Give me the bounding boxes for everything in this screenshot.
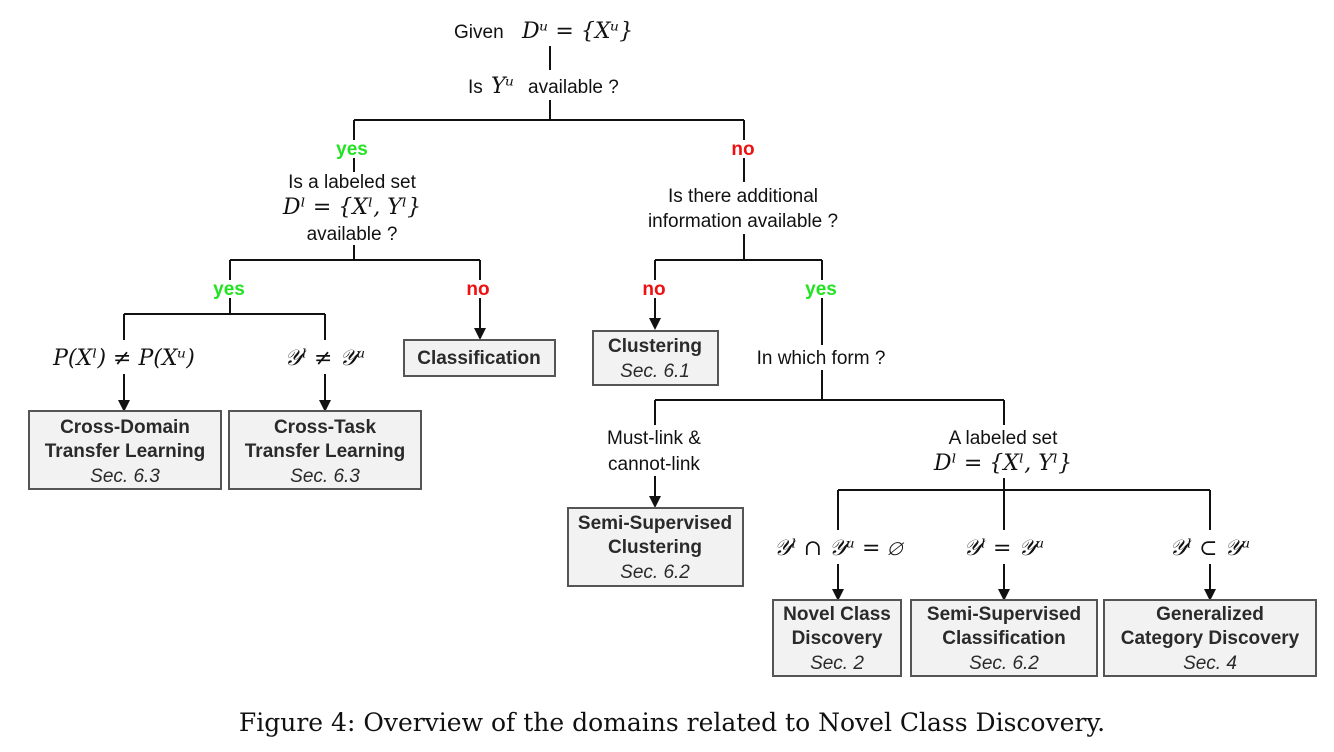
question-additional-info: Is there additional information availabl… (648, 186, 838, 232)
box-classification-line1: Classification (417, 348, 541, 369)
box-ncd-line2: Discovery (792, 628, 883, 649)
root-math: Dᵘ = {Xᵘ} (521, 19, 633, 44)
box-ncd-line1: Novel Class (783, 604, 891, 625)
question-which-form: In which form ? (757, 348, 886, 369)
form-labeled-line1: A labeled set (949, 428, 1059, 449)
condition-equal: 𝒴ˡ = 𝒴ᵘ (963, 536, 1044, 561)
box-semi-supervised-clustering: Semi-Supervised Clustering Sec. 6.2 (567, 507, 744, 587)
q1-no-label: no (731, 139, 754, 160)
box-clustering: Clustering Sec. 6.1 (592, 330, 719, 386)
q1-before: Is (468, 77, 483, 98)
box-ss-clustering-line1: Semi-Supervised (578, 513, 732, 534)
q3-yes-label: yes (805, 279, 837, 300)
q3-line2: information available ? (648, 211, 838, 232)
box-ss-clustering-line2: Clustering (608, 537, 702, 558)
q3-line1: Is there additional (668, 186, 818, 207)
root-node: Given Dᵘ = {Xᵘ} (454, 19, 633, 44)
box-gcd-sec: Sec. 4 (1183, 653, 1237, 674)
q2-math: Dˡ = {Xˡ, Yˡ} (282, 195, 421, 220)
form-labeled-math: Dˡ = {Xˡ, Yˡ} (933, 451, 1072, 476)
box-ncd-sec: Sec. 2 (810, 653, 864, 674)
box-clustering-sec: Sec. 6.1 (620, 361, 690, 382)
edges (118, 46, 1216, 601)
figure-caption: Figure 4: Overview of the domains relate… (239, 708, 1105, 737)
form-must-link: Must-link & cannot-link (607, 428, 701, 475)
q2-line3: available ? (307, 224, 398, 245)
box-cross-task-line1: Cross-Task (274, 417, 377, 438)
box-ss-classification-line2: Classification (942, 628, 1066, 649)
box-novel-class-discovery: Novel Class Discovery Sec. 2 (772, 599, 902, 677)
condition-subset: 𝒴ˡ ⊂ 𝒴ᵘ (1169, 536, 1250, 561)
condition-disjoint: 𝒴ˡ ∩ 𝒴ᵘ = ∅ (774, 536, 904, 561)
q1-after: available ? (528, 77, 619, 98)
box-classification: Classification (403, 339, 556, 377)
box-cross-task: Cross-Task Transfer Learning Sec. 6.3 (228, 410, 422, 490)
form-constraints-line2: cannot-link (608, 454, 700, 475)
box-cross-task-line2: Transfer Learning (245, 441, 406, 462)
box-cross-task-sec: Sec. 6.3 (290, 466, 360, 487)
box-gcd-line2: Category Discovery (1121, 628, 1300, 649)
question-label-available: Is Yᵘ available ? (468, 74, 619, 99)
box-ss-clustering-sec: Sec. 6.2 (620, 562, 690, 583)
box-cross-domain-line1: Cross-Domain (60, 417, 190, 438)
q1-yes-label: yes (336, 139, 368, 160)
box-gcd-line1: Generalized (1156, 604, 1264, 625)
box-cross-domain-sec: Sec. 6.3 (90, 466, 160, 487)
question-labeled-set: Is a labeled set Dˡ = {Xˡ, Yˡ} available… (282, 172, 421, 245)
box-generalized-category-discovery: Generalized Category Discovery Sec. 4 (1103, 599, 1317, 677)
box-cross-domain-line2: Transfer Learning (45, 441, 206, 462)
form-constraints-line1: Must-link & (607, 428, 701, 449)
box-clustering-line1: Clustering (608, 336, 702, 357)
box-ss-classification-line1: Semi-Supervised (927, 604, 1081, 625)
form-labeled-set: A labeled set Dˡ = {Xˡ, Yˡ} (933, 428, 1072, 476)
box-semi-supervised-classification: Semi-Supervised Classification Sec. 6.2 (910, 599, 1098, 677)
condition-domain-shift: P(Xˡ) ≠ P(Xᵘ) (52, 346, 195, 371)
q2-no-label: no (466, 279, 489, 300)
q2-yes-label: yes (213, 279, 245, 300)
q3-no-label: no (642, 279, 665, 300)
box-cross-domain: Cross-Domain Transfer Learning Sec. 6.3 (28, 410, 222, 490)
condition-task-shift: 𝒴ˡ ≠ 𝒴ᵘ (284, 346, 365, 371)
q1-math: Yᵘ (491, 74, 514, 99)
root-label: Given (454, 22, 504, 43)
q2-line1: Is a labeled set (288, 172, 417, 193)
box-ss-classification-sec: Sec. 6.2 (969, 653, 1039, 674)
